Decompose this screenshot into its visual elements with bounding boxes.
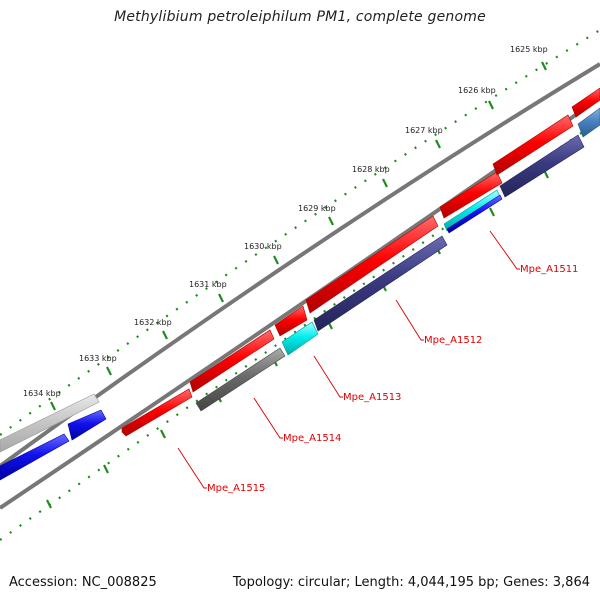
gene-label-mpe-a1514[interactable]: Mpe_A1514 — [283, 433, 341, 444]
gene-mpe-a1514[interactable] — [195, 347, 286, 412]
accession-text: Accession: NC_008825 — [9, 575, 157, 590]
major-tick — [435, 139, 441, 149]
gene-label-mpe-a1511[interactable]: Mpe_A1511 — [520, 264, 578, 275]
gene-reverse-1626[interactable] — [499, 134, 585, 198]
major-tick — [541, 61, 547, 71]
tick-label-1634: 1634 kbp — [23, 389, 61, 398]
leader-mpe-a1511 — [489, 230, 520, 270]
gene-label-leaders — [177, 230, 520, 489]
major-ticks-outer — [50, 61, 547, 411]
left-genes — [0, 393, 107, 481]
leader-mpe-a1512 — [395, 299, 424, 341]
tick-label-1627: 1627 kbp — [405, 126, 443, 135]
gene-mpe-a1514-forward[interactable] — [189, 329, 275, 393]
tick-label-1631: 1631 kbp — [189, 280, 227, 289]
gene-mpe-a1512[interactable] — [313, 235, 448, 332]
inner-tick-track — [0, 119, 600, 541]
forward-strand-genes — [121, 87, 600, 437]
gene-mpe-a1511-forward[interactable] — [439, 171, 503, 219]
major-tick — [488, 100, 494, 110]
major-tick — [160, 429, 166, 439]
outer-tick-track — [0, 29, 600, 436]
gene-mpe-a1511[interactable] — [446, 194, 503, 234]
gene-forward-1625a[interactable] — [492, 114, 574, 176]
gene-label-mpe-a1512[interactable]: Mpe_A1512 — [424, 335, 482, 346]
major-tick — [382, 178, 388, 188]
gene-blue-forward-a[interactable] — [0, 433, 70, 481]
map-title: Methylibium petroleiphilum PM1, complete… — [114, 9, 486, 25]
tick-label-1633: 1633 kbp — [79, 354, 117, 363]
major-tick — [162, 330, 168, 340]
gene-mpe-a1513-forward[interactable] — [274, 305, 308, 337]
tick-label-1625: 1625 kbp — [510, 45, 548, 54]
major-tick — [50, 401, 56, 411]
genome-info-text: Topology: circular; Length: 4,044,195 bp… — [232, 575, 590, 590]
gene-label-mpe-a1513[interactable]: Mpe_A1513 — [343, 392, 401, 403]
gene-blue-forward-b[interactable] — [67, 409, 107, 441]
major-tick — [46, 499, 52, 509]
gene-label-mpe-a1515[interactable]: Mpe_A1515 — [207, 483, 265, 494]
leader-mpe-a1515 — [177, 447, 207, 489]
leader-mpe-a1514 — [253, 397, 283, 439]
major-tick — [273, 255, 279, 265]
gene-mpe-a1515[interactable] — [121, 388, 193, 437]
major-tick — [328, 216, 334, 226]
tick-label-1630: 1630 kbp — [244, 242, 282, 251]
major-tick — [218, 293, 224, 303]
leader-mpe-a1513 — [313, 355, 343, 398]
gene-mpe-a1512-forward[interactable] — [305, 215, 439, 314]
reverse-strand-genes — [195, 107, 600, 412]
gene-forward-1625b[interactable] — [571, 87, 600, 118]
tick-label-1628: 1628 kbp — [352, 165, 390, 174]
tick-label-1626: 1626 kbp — [458, 86, 496, 95]
major-tick — [489, 207, 495, 217]
tick-label-1632: 1632 kbp — [134, 318, 172, 327]
major-tick — [106, 366, 112, 376]
major-tick — [103, 464, 109, 474]
tick-label-1629: 1629 kbp — [298, 204, 336, 213]
gene-light-gray[interactable] — [0, 393, 100, 453]
gene-mpe-a1513[interactable] — [281, 321, 319, 356]
gene-reverse-1625[interactable] — [577, 107, 600, 138]
